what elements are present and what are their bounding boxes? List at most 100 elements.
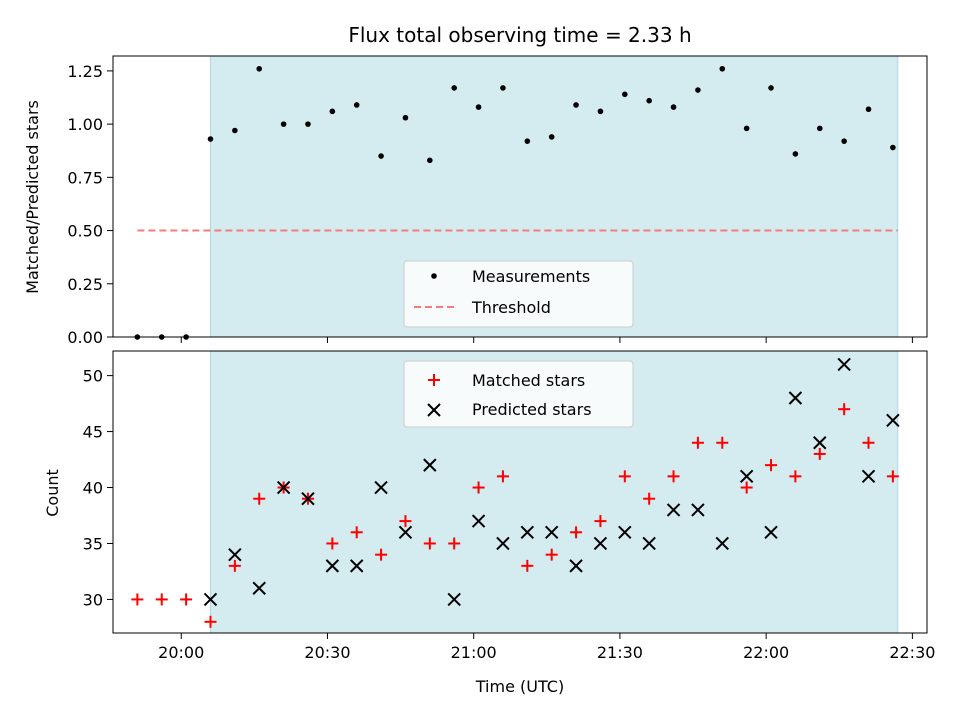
matched-star-point: [155, 593, 168, 606]
measurement-point: [743, 125, 750, 132]
x-tick-label: 21:30: [597, 643, 643, 662]
predicted-star-point: [447, 592, 461, 607]
matched-star-point: [691, 436, 704, 449]
legend-predicted-label: Predicted stars: [472, 400, 592, 419]
predicted-star-point: [350, 559, 364, 573]
bottom-legend-box: [403, 360, 634, 428]
predicted-star-point: [496, 536, 510, 551]
top-legend-box: [403, 260, 634, 328]
y-tick-label: 0.25: [67, 275, 103, 294]
matched-star-point: [204, 615, 217, 628]
measurement-point: [402, 114, 409, 121]
predicted-star-point: [203, 592, 218, 607]
legend-measurements-label: Measurements: [472, 267, 590, 286]
predicted-star-point: [861, 469, 876, 484]
y-tick-label: 35: [83, 534, 103, 553]
top-y-ticks: 0.00 0.25 0.50 0.75 1.00 1.25: [67, 62, 113, 347]
matched-star-point: [789, 470, 802, 483]
x-tick-label: 22:30: [889, 643, 935, 662]
top-chart-title: Flux total observing time = 2.33 h: [348, 23, 691, 47]
matched-star-point: [886, 470, 899, 483]
measurement-point: [475, 104, 482, 110]
matched-star-point: [131, 593, 144, 606]
x-tick-label: 21:00: [451, 643, 497, 662]
matched-star-point: [813, 447, 826, 460]
matched-star-point: [618, 470, 631, 483]
matched-star-point: [423, 537, 436, 550]
measurement-point: [305, 121, 311, 127]
matched-star-point: [643, 492, 656, 505]
predicted-star-point: [325, 559, 340, 573]
y-tick-label: 0.00: [67, 328, 103, 347]
matched-star-point: [399, 515, 412, 528]
x-tick-label: 20:30: [304, 643, 350, 662]
measurement-point: [427, 157, 433, 164]
y-tick-label: 1.00: [67, 115, 103, 134]
legend-predicted-marker: [427, 403, 441, 417]
measurement-point: [329, 108, 336, 115]
predicted-star-point: [252, 581, 266, 595]
predicted-star-point: [374, 480, 388, 495]
predicted-star-point: [544, 525, 559, 539]
predicted-star-point: [788, 391, 803, 405]
predicted-star-point: [471, 514, 486, 528]
matched-star-point: [570, 526, 583, 539]
matched-star-point: [667, 470, 680, 483]
predicted-star-point: [520, 525, 535, 539]
matched-star-point: [228, 559, 241, 572]
matched-star-point: [180, 593, 193, 606]
bottom-x-ticks: 20:00 20:30 21:00 21:30 22:00 22:30: [158, 633, 935, 662]
measurement-point: [865, 106, 872, 113]
measurement-point: [695, 87, 701, 93]
top-y-axis-label: Matched/Predicted stars: [23, 100, 42, 294]
predicted-star-point: [642, 536, 656, 551]
matched-star-point: [765, 459, 778, 472]
measurement-point: [548, 134, 555, 140]
predicted-star-point: [569, 559, 583, 573]
predicted-star-point: [691, 503, 705, 517]
matched-star-point: [472, 481, 485, 494]
predicted-star-point: [886, 413, 900, 428]
measurement-point: [500, 85, 506, 91]
predicted-star-point: [739, 469, 754, 484]
y-tick-label: 0.50: [67, 222, 103, 241]
measurement-point: [670, 104, 677, 110]
matched-star-point: [253, 492, 266, 505]
y-tick-label: 1.25: [67, 62, 103, 81]
measurement-point: [524, 138, 531, 144]
measurement-point: [719, 65, 726, 72]
legend-matched-label: Matched stars: [472, 371, 585, 390]
predicted-star-point: [228, 547, 242, 562]
x-tick-label: 22:00: [743, 643, 789, 662]
measurement-point: [792, 151, 799, 157]
legend-measurements-marker: [431, 273, 437, 279]
top-plot-frame: [112, 55, 928, 338]
predicted-star-point: [423, 458, 437, 472]
measurement-point: [621, 91, 628, 98]
matched-star-point: [496, 470, 509, 483]
measurement-point: [256, 65, 263, 72]
top-legend: Measurements Threshold: [403, 260, 634, 328]
measurement-point: [816, 125, 823, 132]
matched-star-point: [326, 537, 339, 550]
measurement-point: [646, 97, 652, 104]
bottom-x-axis-label: Time (UTC): [475, 677, 564, 696]
y-tick-label: 30: [83, 590, 103, 609]
measurement-point: [232, 127, 238, 134]
predicted-star-point: [813, 436, 827, 450]
measurement-point: [597, 108, 604, 115]
y-tick-label: 50: [83, 367, 103, 386]
measurement-point: [768, 85, 774, 91]
matched-star-point: [740, 481, 753, 494]
bottom-plot-frame: [112, 350, 928, 634]
matched-star-point: [594, 515, 607, 528]
legend-matched-marker: [428, 374, 440, 386]
measurement-point: [890, 144, 896, 151]
legend-threshold-label: Threshold: [471, 298, 551, 317]
bottom-marks: [131, 351, 900, 633]
top-marks: [134, 56, 899, 340]
measurement-point: [353, 102, 360, 108]
measurement-point: [841, 138, 847, 144]
predicted-star-point: [764, 525, 778, 539]
